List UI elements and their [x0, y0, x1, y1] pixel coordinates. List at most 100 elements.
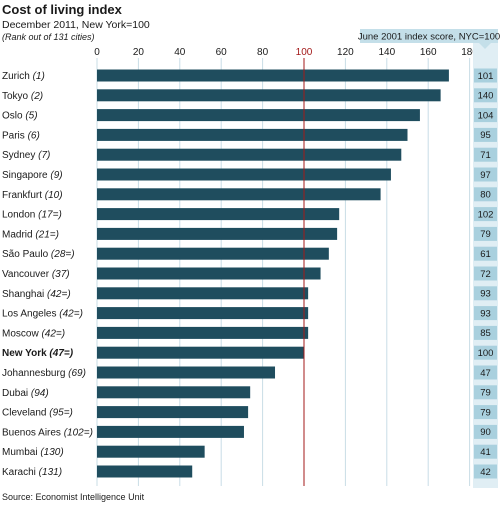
bar — [97, 188, 381, 201]
city-label: Oslo (5) — [2, 111, 38, 122]
city-name: Dubai — [2, 388, 28, 399]
score-value: 61 — [480, 249, 491, 260]
bar — [97, 168, 391, 181]
city-name: Shanghai — [2, 289, 44, 300]
score-value: 100 — [478, 348, 494, 359]
bar — [97, 326, 309, 339]
city-rank: (2) — [28, 91, 43, 102]
city-rank: (5) — [23, 111, 38, 122]
score-value: 79 — [480, 388, 491, 399]
city-rank: (47=) — [47, 348, 74, 359]
city-rank: (7) — [35, 150, 50, 161]
city-rank: (69) — [65, 368, 86, 379]
city-name: São Paulo — [2, 249, 49, 260]
score-value: 90 — [480, 427, 491, 438]
x-axis-ticks: 0 20 40 60 80 100 120 140 160 180 — [94, 47, 478, 58]
city-name: London — [2, 210, 35, 221]
x-tick-label: 160 — [420, 47, 437, 58]
city-label: New York (47=) — [2, 348, 74, 359]
city-name: Frankfurt — [2, 190, 42, 201]
bar — [97, 406, 249, 419]
x-tick-label: 120 — [337, 47, 354, 58]
city-label: Los Angeles (42=) — [2, 309, 83, 320]
city-rank: (10) — [42, 190, 63, 201]
bar — [97, 89, 441, 102]
score-cell — [474, 187, 497, 202]
bar — [97, 445, 205, 458]
city-name: Los Angeles — [2, 309, 57, 320]
city-name: Singapore — [2, 170, 48, 181]
score-cell — [474, 385, 497, 400]
score-cell — [474, 108, 497, 123]
score-value: 42 — [480, 467, 491, 478]
bar — [97, 69, 449, 82]
score-cell — [474, 365, 497, 380]
city-label: Madrid (21=) — [2, 229, 59, 240]
x-tick-label: 0 — [94, 47, 100, 58]
score-value: 71 — [480, 150, 491, 161]
city-rank: (37) — [49, 269, 70, 280]
score-value: 102 — [478, 209, 494, 220]
score-cell — [474, 147, 497, 162]
chart-source: Source: Economist Intelligence Unit — [2, 492, 145, 502]
score-value: 140 — [478, 91, 494, 102]
city-rank: (95=) — [46, 408, 72, 419]
score-value: 101 — [478, 71, 494, 82]
x-tick-label: 20 — [133, 47, 145, 58]
city-name: Mumbai — [2, 447, 38, 458]
city-label: Karachi (131) — [2, 467, 62, 478]
score-column: June 2001 index score, NYC=100 101 140 104 9… — [358, 29, 500, 488]
x-tick-label: 40 — [174, 47, 186, 58]
x-tick-label: 140 — [378, 47, 395, 58]
city-rank: (42=) — [57, 309, 83, 320]
city-label: Vancouver (37) — [2, 269, 70, 280]
city-name: Oslo — [2, 111, 23, 122]
city-rank: (131) — [36, 467, 62, 478]
city-label: Mumbai (130) — [2, 447, 64, 458]
city-rank: (130) — [38, 447, 64, 458]
city-label: Moscow (42=) — [2, 328, 65, 339]
bar — [97, 386, 251, 399]
city-name: Zurich — [2, 71, 30, 82]
city-rank: (94) — [28, 388, 49, 399]
bar — [97, 307, 309, 320]
score-cell — [474, 345, 497, 360]
score-value: 85 — [480, 328, 491, 339]
score-cell — [474, 286, 497, 301]
score-value: 80 — [480, 190, 491, 201]
x-tick-label: 80 — [257, 47, 269, 58]
x-tick-label: 180 — [461, 47, 478, 58]
x-tick-label: 60 — [216, 47, 228, 58]
city-labels: Zurich (1)Tokyo (2)Oslo (5)Paris (6)Sydn… — [2, 71, 93, 478]
city-label: Dubai (94) — [2, 388, 49, 399]
city-label: São Paulo (28=) — [2, 249, 75, 260]
city-label: Buenos Aires (102=) — [2, 427, 93, 438]
city-name: Vancouver — [2, 269, 50, 280]
score-cell — [474, 127, 497, 142]
bar — [97, 128, 408, 141]
score-cell — [474, 306, 497, 321]
score-cell — [474, 424, 497, 439]
city-label: Sydney (7) — [2, 150, 50, 161]
score-value: 97 — [480, 170, 491, 181]
score-value: 41 — [480, 447, 491, 458]
score-header-pointer — [479, 43, 491, 49]
bar — [97, 465, 193, 478]
score-value: 93 — [480, 289, 491, 300]
score-cell — [474, 226, 497, 241]
city-rank: (21=) — [33, 229, 59, 240]
score-value: 93 — [480, 308, 491, 319]
score-cell — [474, 325, 497, 340]
city-name: New York — [2, 348, 47, 359]
score-cell — [474, 207, 497, 222]
bar — [97, 109, 420, 122]
bar — [97, 148, 402, 161]
city-rank: (42=) — [39, 328, 65, 339]
bar — [97, 247, 329, 260]
city-label: Zurich (1) — [2, 71, 45, 82]
city-label: Johannesburg (69) — [2, 368, 86, 379]
bar — [97, 425, 244, 438]
bar — [97, 287, 309, 300]
city-name: Cleveland — [2, 408, 46, 419]
